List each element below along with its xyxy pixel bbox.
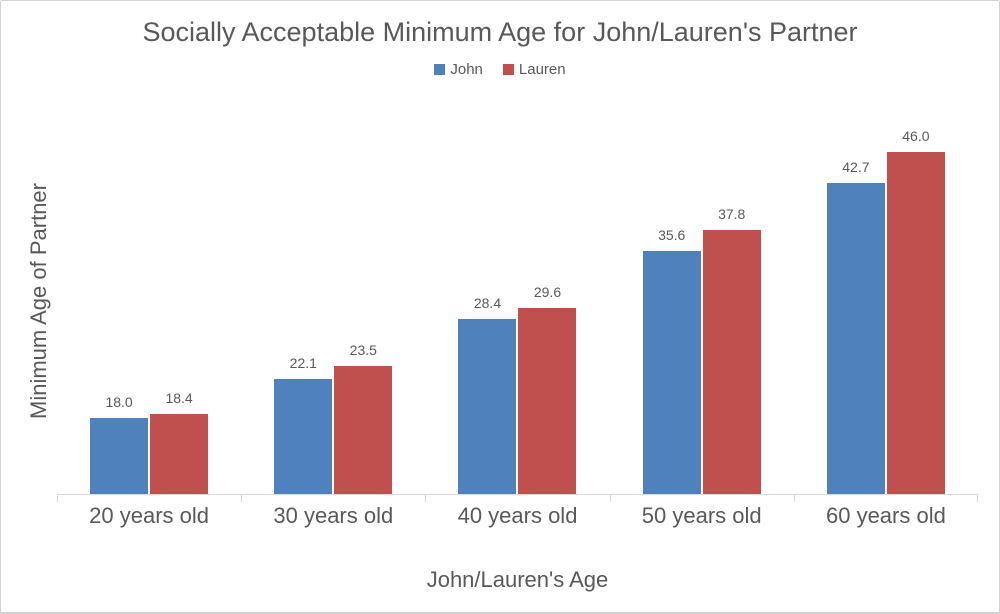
bar-john-60-years-old[interactable]: 42.7 xyxy=(826,160,885,494)
x-tick-label-30-years-old: 30 years old xyxy=(273,503,394,528)
legend-swatch-john xyxy=(434,64,446,75)
bar-value-label: 42.7 xyxy=(842,159,870,176)
bar-group-50-years-old: 35.6 37.8 xyxy=(610,101,794,494)
bar-value-label: 23.5 xyxy=(349,341,377,358)
x-axis-title: John/Lauren's Age xyxy=(426,567,609,592)
legend-label-john: John xyxy=(450,61,483,78)
bar-value-label: 22.1 xyxy=(289,355,317,372)
bar-group-60-years-old: 42.7 46.0 xyxy=(794,101,978,494)
bar-lauren-40-years-old[interactable]: 29.6 xyxy=(518,285,577,494)
plot-area: 18.0 18.4 22.1 23.5 28.4 29.6 35.6 37.8 42.7 46.0 xyxy=(57,101,978,502)
x-axis-tick-mark xyxy=(977,495,978,502)
x-axis-tick-mark xyxy=(241,495,243,502)
bar-value-label: 37.8 xyxy=(718,205,746,222)
x-axis-tick-mark xyxy=(425,495,427,502)
x-axis-tick-mark xyxy=(609,495,611,502)
bar-value-label: 18.0 xyxy=(105,394,133,410)
x-tick-label-50-years-old: 50 years old xyxy=(641,503,762,528)
bar-value-label: 46.0 xyxy=(902,128,930,144)
bar-value-label: 29.6 xyxy=(533,283,562,300)
bar-value-label: 28.4 xyxy=(473,295,502,312)
chart-title: Socially Acceptable Minimum Age for John… xyxy=(142,17,858,47)
x-tick-label-20-years-old: 20 years old xyxy=(89,503,210,528)
x-tick-label-60-years-old: 60 years old xyxy=(825,503,946,528)
x-axis-tick-labels: 20 years old 30 years old 40 years old 50 y… xyxy=(57,501,978,531)
legend-item-john[interactable]: John xyxy=(434,61,483,78)
bar-group-40-years-old: 28.4 29.6 xyxy=(425,101,609,494)
legend-label-lauren: Lauren xyxy=(518,61,566,78)
bar-value-label: 18.4 xyxy=(165,390,193,407)
x-tick-label-40-years-old: 40 years old xyxy=(457,503,578,528)
bar-lauren-20-years-old[interactable]: 18.4 xyxy=(150,391,209,494)
bar-john-30-years-old[interactable]: 22.1 xyxy=(274,356,333,494)
bar-john-50-years-old[interactable]: 35.6 xyxy=(642,228,701,494)
legend-swatch-lauren xyxy=(502,64,514,75)
bar-lauren-60-years-old[interactable]: 46.0 xyxy=(886,129,945,494)
bar-group-30-years-old: 22.1 23.5 xyxy=(241,101,425,494)
legend-item-lauren[interactable]: Lauren xyxy=(502,61,566,78)
y-axis-title: Minimum Age of Partner xyxy=(26,183,51,419)
bar-value-label: 35.6 xyxy=(658,226,686,243)
bar-john-20-years-old[interactable]: 18.0 xyxy=(90,395,149,494)
bar-group-20-years-old: 18.0 18.4 xyxy=(57,101,241,494)
bar-john-40-years-old[interactable]: 28.4 xyxy=(458,296,517,494)
x-axis-tick-mark xyxy=(793,495,795,502)
bar-lauren-50-years-old[interactable]: 37.8 xyxy=(702,207,761,494)
x-axis-tick-mark xyxy=(57,495,58,502)
legend: John Lauren xyxy=(1,61,999,78)
bar-lauren-30-years-old[interactable]: 23.5 xyxy=(334,343,393,494)
